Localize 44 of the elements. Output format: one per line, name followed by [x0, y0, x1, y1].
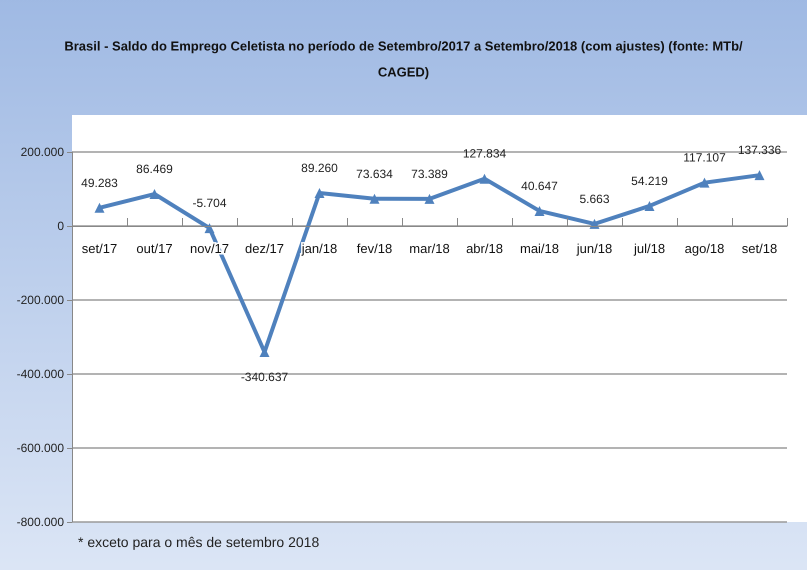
y-tick-label: -200.000 — [16, 293, 64, 307]
text: * exceto para o mês de setembro 2018 — [78, 534, 320, 550]
x-tick-label: jun/18 — [576, 241, 612, 256]
x-tick-label: ago/18 — [684, 241, 724, 256]
data-label: 117.107 — [683, 150, 726, 165]
point — [644, 200, 654, 211]
data-label: 5.663 — [579, 192, 610, 206]
data-label: 86.469 — [136, 162, 174, 176]
x-tick-label: set/17 — [82, 241, 118, 256]
data-label: 73.389 — [411, 166, 448, 181]
point — [370, 194, 380, 204]
point — [424, 194, 434, 204]
chart-title: Brasil - Saldo do Emprego Celetista no período de Setembro/2017 a Setembro/2018 (com ajustes) (fonte: MTb/CAGED) — [64, 38, 744, 80]
y-tick-label: -400.000 — [16, 367, 64, 381]
point — [754, 170, 764, 180]
data-label: 137.336 — [738, 143, 782, 158]
point — [700, 178, 710, 188]
x-tick-label: jul/18 — [632, 241, 666, 256]
data-label: 89.260 — [301, 160, 338, 175]
x-tick-label: abr/18 — [466, 241, 503, 256]
x-tick-label: mai/18 — [520, 241, 560, 256]
data-label: 49.283 — [81, 176, 118, 190]
point — [480, 174, 490, 184]
x-tick-label: out/17 — [136, 241, 173, 256]
point — [150, 189, 160, 200]
data-label: -5.704 — [192, 196, 227, 210]
x-tick-label: jan/18 — [300, 241, 338, 256]
data-label: 54.219 — [631, 174, 668, 188]
data-label: 73.634 — [356, 166, 394, 181]
point — [534, 206, 544, 216]
point — [314, 188, 324, 198]
x-tick-label: set/18 — [742, 241, 778, 256]
y-tick-label: -600.000 — [16, 441, 64, 455]
point — [204, 223, 214, 234]
y-tick-label: 200.000 — [20, 145, 64, 159]
data-label: 40.647 — [521, 178, 558, 193]
y-tick-label: -800.000 — [16, 515, 64, 529]
y-tick-label: 0 — [57, 219, 64, 233]
point — [94, 202, 104, 213]
x-tick-label: fev/18 — [356, 241, 392, 256]
x-tick-label: mar/18 — [409, 241, 450, 256]
x-tick-label: dez/17 — [244, 241, 284, 256]
data-label: 127.834 — [462, 146, 507, 161]
data-label: -340.637 — [240, 370, 289, 384]
